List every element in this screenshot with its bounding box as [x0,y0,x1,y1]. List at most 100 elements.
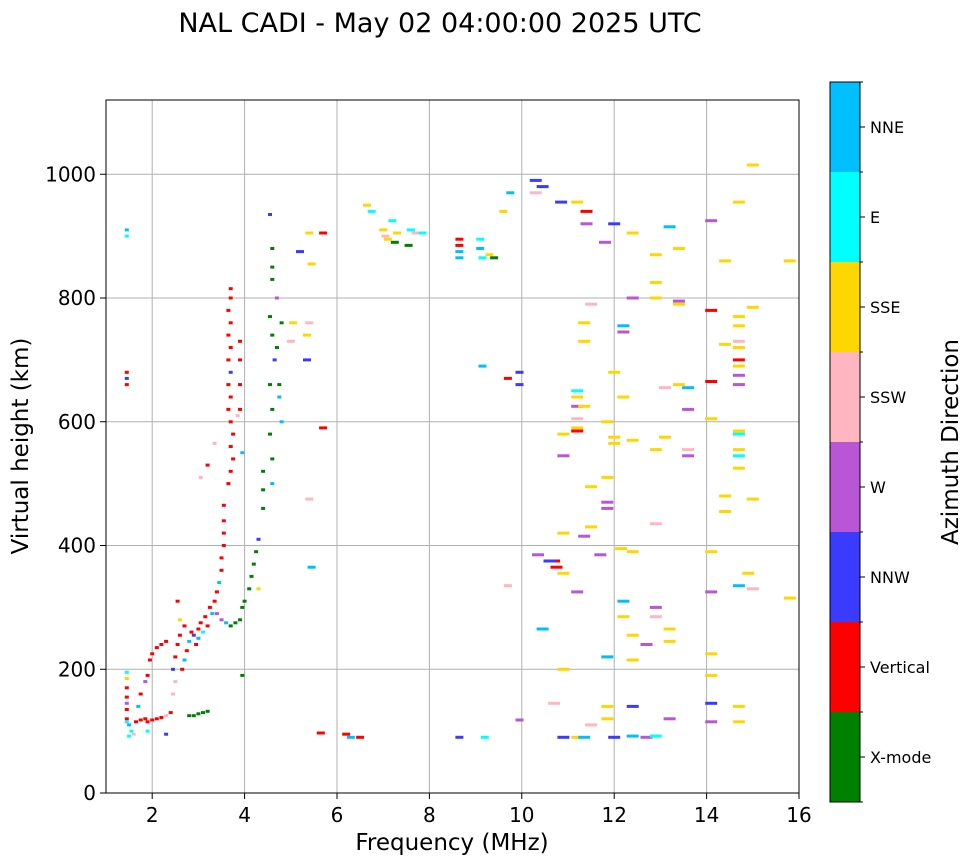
data-point-x-mode [404,243,413,247]
data-point-sse [672,302,685,306]
data-point-vertical [503,376,512,380]
data-point-sse [719,494,732,498]
data-point-vertical [219,556,224,560]
data-point-sse [578,321,591,325]
data-point-w [571,590,584,594]
data-point-x-mode [268,383,272,387]
data-point-vertical [145,720,150,724]
data-point-vertical [138,692,143,696]
data-point-vertical [226,333,231,337]
data-point-nne [270,482,275,486]
data-point-w [640,643,653,646]
data-point-e [388,219,397,223]
data-point-sse [557,432,570,436]
data-point-nne [210,612,215,616]
data-point-x-mode [233,621,238,625]
colorbar-segment [830,352,860,442]
data-point-nnw [124,376,129,380]
data-point-vertical [732,358,745,362]
data-point-sse [705,652,718,656]
data-point-sse [783,259,796,263]
data-point-nnw [171,667,175,671]
data-point-vertical [219,568,224,572]
data-point-sse [601,717,614,721]
data-point-nnw [626,704,639,708]
colorbar-frame [829,81,861,803]
colorbar-segment [830,532,860,622]
data-point-sse [585,525,598,529]
data-point-w [640,735,653,739]
data-point-e [367,209,376,213]
y-tick-label: 1000 [45,162,96,186]
data-point-nne [536,627,549,631]
data-point-w [663,717,676,721]
data-point-vertical [147,658,152,662]
data-point-nnw [557,735,570,739]
data-point-sse [499,209,508,213]
data-point-ssw [131,732,136,736]
data-point-w [705,219,718,223]
data-point-nne [617,599,630,603]
data-point-sse [649,253,662,257]
data-point-nne [682,386,695,390]
data-point-x-mode [279,321,284,325]
plot-frame [105,99,800,794]
data-point-vertical [226,383,231,387]
data-point-ssw [411,231,420,235]
data-point-vertical [238,358,242,362]
data-point-sse [719,342,732,346]
data-point-vertical [238,407,242,411]
data-point-e [124,670,129,674]
data-point-sse [626,658,639,662]
y-axis-label: Virtual height (km) [8,338,34,555]
data-point-vertical [319,231,328,235]
data-point-x-mode [240,605,245,609]
data-point-vertical [228,287,233,291]
data-point-nne [240,451,245,455]
data-point-sse [719,510,732,513]
data-point-x-mode [274,346,279,349]
data-point-sse [672,247,685,250]
data-point-w [124,701,129,705]
data-point-sse [601,420,614,424]
data-point-vertical [231,432,236,436]
data-point-x-mode [254,550,259,554]
data-point-e [124,720,129,724]
data-point-ssw [173,680,178,684]
data-point-sse [289,321,298,325]
data-points [124,163,796,739]
data-point-e [478,256,487,260]
data-point-sse [705,673,718,677]
data-point-w [672,299,685,303]
data-point-sse [746,497,759,501]
data-point-sse [732,315,745,319]
x-tick-label: 12 [601,803,626,827]
grid-lines [106,100,800,794]
data-point-ssw [659,386,671,390]
colorbar-tick-label: W [870,478,886,497]
data-point-sse [177,618,182,622]
data-point-nnw [543,559,556,563]
data-point-sse [485,253,494,257]
data-point-vertical [228,296,233,300]
data-point-w [557,454,570,458]
data-point-sse [626,231,639,235]
data-point-sse [732,466,745,470]
data-point-sse [601,704,614,708]
data-point-w [649,605,662,609]
data-point-ssw [585,302,598,306]
data-point-nne [136,704,141,708]
colorbar: X-mode Vertical NNW W SSW SSE E NNE [829,81,931,803]
data-point-x-mode [390,240,399,244]
data-point-x-mode [261,506,266,510]
data-point-sse [732,364,745,368]
data-point-sse [732,448,745,452]
data-point-vertical [571,429,584,433]
data-point-sse [705,417,718,421]
data-point-x-mode [240,673,245,677]
data-point-sse [732,704,745,708]
data-point-w [599,240,611,244]
data-point-sse [571,200,584,204]
data-point-x-mode [270,247,275,250]
